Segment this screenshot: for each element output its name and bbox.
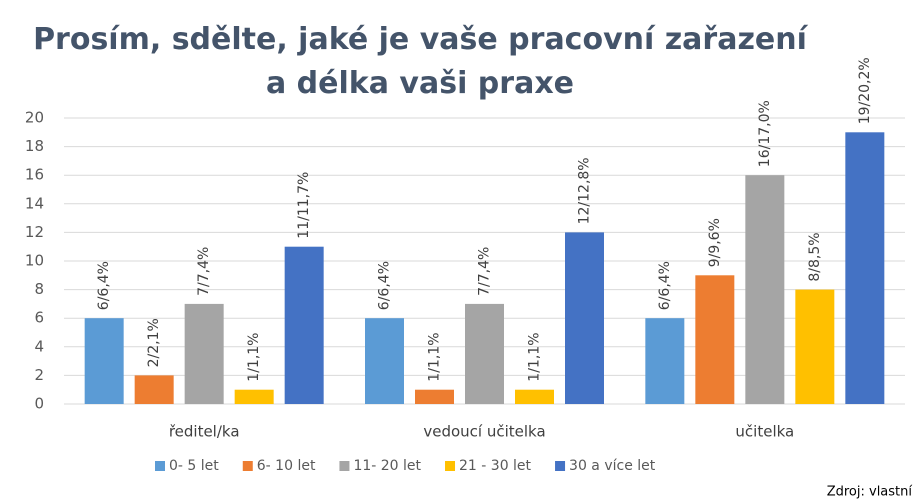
legend-swatch [555, 461, 566, 471]
chart-title: Prosím, sdělte, jaké je vaše pracovní za… [33, 22, 809, 101]
bar [745, 175, 785, 404]
value-label: 7/7,4% [477, 247, 493, 296]
x-tick-label: ředitel/ka [169, 423, 240, 441]
bar [695, 275, 735, 404]
legend-label: 11- 20 let [353, 458, 421, 474]
legend-swatch [445, 461, 456, 471]
legend-label: 30 a více let [569, 458, 656, 474]
bar [795, 289, 835, 404]
x-tick-label: učitelka [735, 423, 794, 441]
value-label: 8/8,5% [807, 232, 823, 281]
value-label: 1/1,1% [527, 332, 543, 381]
y-tick-label: 14 [25, 194, 44, 212]
y-tick-label: 8 [34, 280, 44, 298]
title-line: a délka vaši praxe [266, 66, 574, 101]
title-line: Prosím, sdělte, jaké je vaše pracovní za… [33, 22, 809, 57]
bar [184, 303, 224, 404]
value-label: 2/2,1% [146, 318, 162, 367]
y-tick-label: 18 [25, 137, 44, 155]
value-label: 6/6,4% [377, 261, 393, 310]
value-label: 12/12,8% [577, 157, 593, 224]
value-label: 9/9,6% [707, 218, 723, 267]
bar [465, 303, 504, 404]
source-note: Zdroj: vlastní [827, 485, 913, 500]
bar [845, 132, 885, 405]
value-label: 6/6,4% [657, 261, 673, 310]
legend-label: 21 - 30 let [459, 458, 532, 474]
value-label: 1/1,1% [246, 332, 262, 381]
legend-label: 0- 5 let [169, 458, 219, 474]
legend-swatch [242, 461, 253, 471]
bar [234, 389, 274, 404]
legend-swatch [339, 461, 350, 471]
value-label: 19/20,2% [857, 57, 873, 124]
y-tick-label: 16 [25, 166, 44, 184]
bar [284, 246, 324, 404]
y-tick-label: 12 [25, 223, 44, 241]
y-tick-label: 6 [34, 309, 44, 327]
bar [565, 232, 604, 404]
x-tick-label: vedoucí učitelka [423, 423, 545, 441]
value-label: 16/17,0% [757, 100, 773, 167]
bar [134, 375, 174, 404]
y-tick-label: 4 [34, 337, 44, 355]
y-tick-label: 20 [25, 109, 44, 127]
value-label: 1/1,1% [427, 332, 443, 381]
legend-label: 6- 10 let [257, 458, 316, 474]
bar [84, 318, 124, 404]
value-label: 7/7,4% [196, 247, 212, 296]
legend-swatch [155, 461, 165, 471]
y-tick-label: 10 [25, 252, 44, 270]
bar [515, 389, 554, 404]
bar [415, 389, 454, 404]
y-tick-label: 2 [34, 366, 44, 384]
bar [645, 318, 685, 404]
bar [365, 318, 404, 404]
y-tick-label: 0 [34, 395, 44, 413]
value-label: 6/6,4% [96, 261, 112, 310]
value-label: 11/11,7% [296, 172, 312, 239]
